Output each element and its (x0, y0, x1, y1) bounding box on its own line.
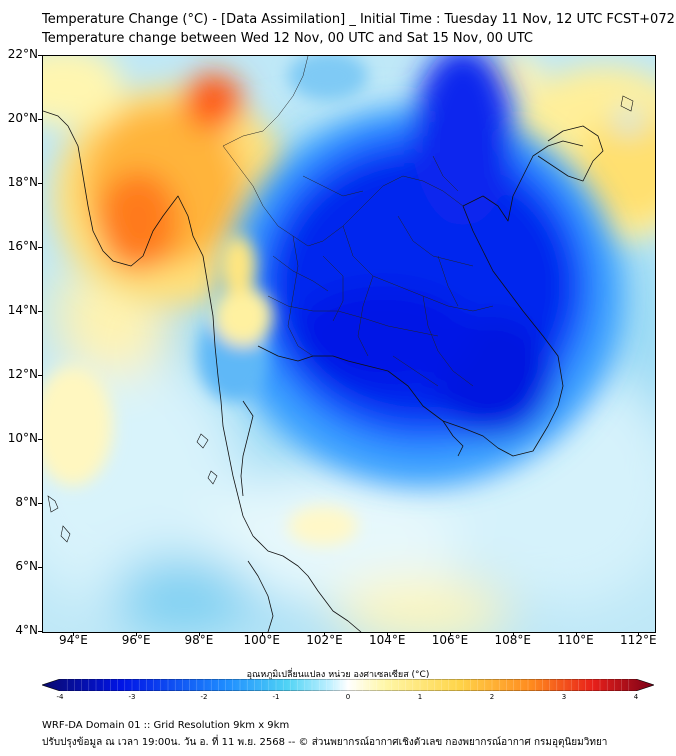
colorbar-tick-label: -1 (272, 693, 280, 701)
islands (47, 95, 634, 543)
lat-label: 8°N (15, 495, 38, 509)
lat-tick (38, 503, 42, 504)
colorbar-tick-label: 2 (489, 693, 495, 701)
colorbar-title: อุณหภูมิเปลี่ยนแปลง หน่วย องศาเซลเซียส (… (246, 670, 430, 680)
lon-label: 102°E (306, 633, 343, 647)
colorbar-tick-label: 4 (633, 693, 639, 701)
lon-label: 96°E (121, 633, 151, 647)
lon-tick (261, 632, 263, 636)
lat-tick (38, 375, 42, 376)
lat-tick (38, 55, 42, 56)
lon-tick (198, 632, 200, 636)
lat-tick (38, 439, 42, 440)
lon-label: 98°E (184, 633, 214, 647)
field-cool-spots (43, 56, 368, 546)
lon-label: 112°E (620, 633, 657, 647)
lat-label: 12°N (7, 367, 38, 381)
lat-label: 6°N (15, 559, 38, 573)
colorbar-tick-label: -4 (56, 693, 64, 701)
lat-label: 16°N (7, 239, 38, 253)
lon-label: 94°E (58, 633, 88, 647)
colorbar-tick-label: 3 (561, 693, 567, 701)
colorbar-tick-label: -2 (200, 693, 208, 701)
lat-label: 14°N (7, 303, 38, 317)
lat-label: 22°N (7, 47, 38, 61)
lat-tick (38, 183, 42, 184)
colorbar-tick-label: -3 (128, 693, 136, 701)
colorbar-gradient (42, 679, 654, 691)
lat-label: 10°N (7, 431, 38, 445)
lon-tick (324, 632, 326, 636)
map-canvas (43, 56, 655, 632)
lon-label: 104°E (368, 633, 406, 647)
field-cold-core (223, 56, 623, 486)
lat-tick (38, 311, 42, 312)
lon-tick (136, 632, 138, 636)
lat-label: 20°N (7, 111, 38, 125)
lon-label: 106°E (431, 633, 469, 647)
lon-label: 108°E (494, 633, 532, 647)
lat-tick (38, 567, 42, 568)
lon-tick (512, 632, 514, 636)
colorbar-tick-label: 0 (345, 693, 351, 701)
colorbar-tick-label: 1 (417, 693, 423, 701)
chart-subtitle: Temperature change between Wed 12 Nov, 0… (42, 31, 533, 46)
lat-label: 4°N (15, 623, 38, 637)
lon-label: 100°E (243, 633, 280, 647)
admin-borders (222, 56, 494, 387)
lat-tick (38, 119, 42, 120)
lat-label: 18°N (7, 175, 38, 189)
lon-tick (638, 632, 640, 636)
lon-tick (73, 632, 75, 636)
lon-label: 110°E (557, 633, 594, 647)
lon-tick (575, 632, 577, 636)
temperature-change-map (42, 55, 656, 633)
lon-tick (387, 632, 389, 636)
coastlines (43, 110, 604, 632)
footer-credit: ปรับปรุงข้อมูล ณ เวลา 19:00น. วัน อ. ที่… (42, 737, 608, 748)
lon-tick (450, 632, 451, 636)
colorbar (42, 679, 654, 691)
chart-title: Temperature Change (°C) - [Data Assimila… (42, 12, 675, 27)
footer-model-info: WRF-DA Domain 01 :: Grid Resolution 9km … (42, 720, 290, 731)
lat-tick (38, 247, 42, 248)
lat-tick (38, 631, 42, 632)
